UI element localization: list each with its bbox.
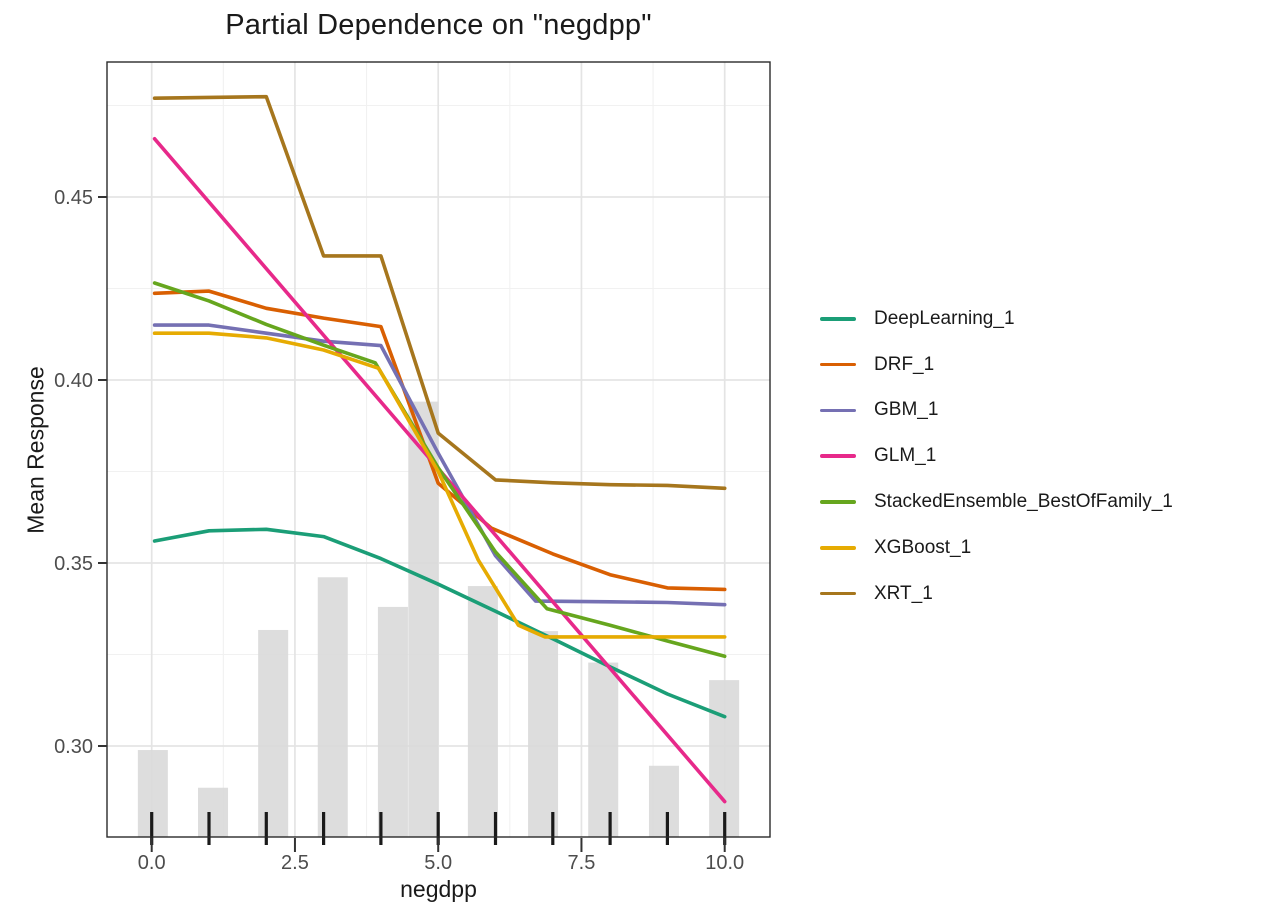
x-tick-label: 2.5 (281, 852, 309, 874)
histogram-bar (588, 662, 619, 837)
histogram-bar (377, 606, 408, 837)
legend-swatch-GLM_1 (820, 454, 856, 459)
series-line-StackedEnsemble_BestOfFamily_1 (152, 281, 727, 659)
legend-label: XRT_1 (874, 582, 933, 604)
legend-swatch-DRF_1 (820, 362, 856, 367)
legend-label: DeepLearning_1 (874, 307, 1015, 329)
legend-swatch-XRT_1 (820, 591, 856, 596)
histogram-bar (258, 629, 289, 837)
histogram-bar (648, 765, 679, 837)
x-tick-label: 10.0 (705, 852, 744, 874)
legend-swatch-StackedEnsemble_BestOfFamily_1 (820, 500, 856, 504)
histogram-bar (317, 577, 348, 837)
legend-label: StackedEnsemble_BestOfFamily_1 (874, 491, 1173, 513)
legend-item: DRF_1 (820, 342, 1173, 388)
legend-label: GBM_1 (874, 399, 939, 421)
legend-swatch-XGBoost_1 (820, 546, 856, 550)
histogram-bar (467, 586, 498, 837)
chart-title: Partial Dependence on "negdpp" (225, 9, 652, 41)
panel-border (106, 61, 771, 838)
legend-swatch-GBM_1 (820, 408, 856, 413)
x-tick-label: 5.0 (424, 852, 452, 874)
series-line-DeepLearning_1 (152, 527, 727, 719)
y-tick-label: 0.40 (54, 370, 93, 392)
x-tick-label: 7.5 (568, 852, 596, 874)
legend-item: XRT_1 (820, 571, 1173, 617)
series-line-DRF_1 (152, 289, 727, 592)
histogram-bar (198, 787, 229, 837)
legend-label: DRF_1 (874, 353, 935, 375)
histogram-bar (528, 631, 559, 837)
histogram-bar (709, 680, 740, 837)
legend: DeepLearning_1 DRF_1 GBM_1 GLM_1 StackedEnse… (820, 296, 1173, 617)
legend-item: XGBoost_1 (820, 525, 1173, 571)
legend-item: GLM_1 (820, 433, 1173, 479)
x-axis-title: negdpp (400, 876, 477, 902)
legend-label: GLM_1 (874, 445, 937, 467)
legend-item: GBM_1 (820, 388, 1173, 434)
series-line-XGBoost_1 (152, 331, 727, 639)
y-tick-label: 0.30 (54, 736, 93, 758)
legend-item: DeepLearning_1 (820, 296, 1173, 342)
legend-label: XGBoost_1 (874, 536, 972, 558)
legend-swatch-DeepLearning_1 (820, 317, 856, 321)
y-tick-label: 0.35 (54, 553, 93, 575)
legend-item: StackedEnsemble_BestOfFamily_1 (820, 479, 1173, 525)
y-tick-label: 0.45 (54, 187, 93, 209)
x-tick-label: 0.0 (138, 852, 166, 874)
series-line-GBM_1 (152, 323, 727, 607)
series-line-XRT_1 (152, 94, 727, 491)
